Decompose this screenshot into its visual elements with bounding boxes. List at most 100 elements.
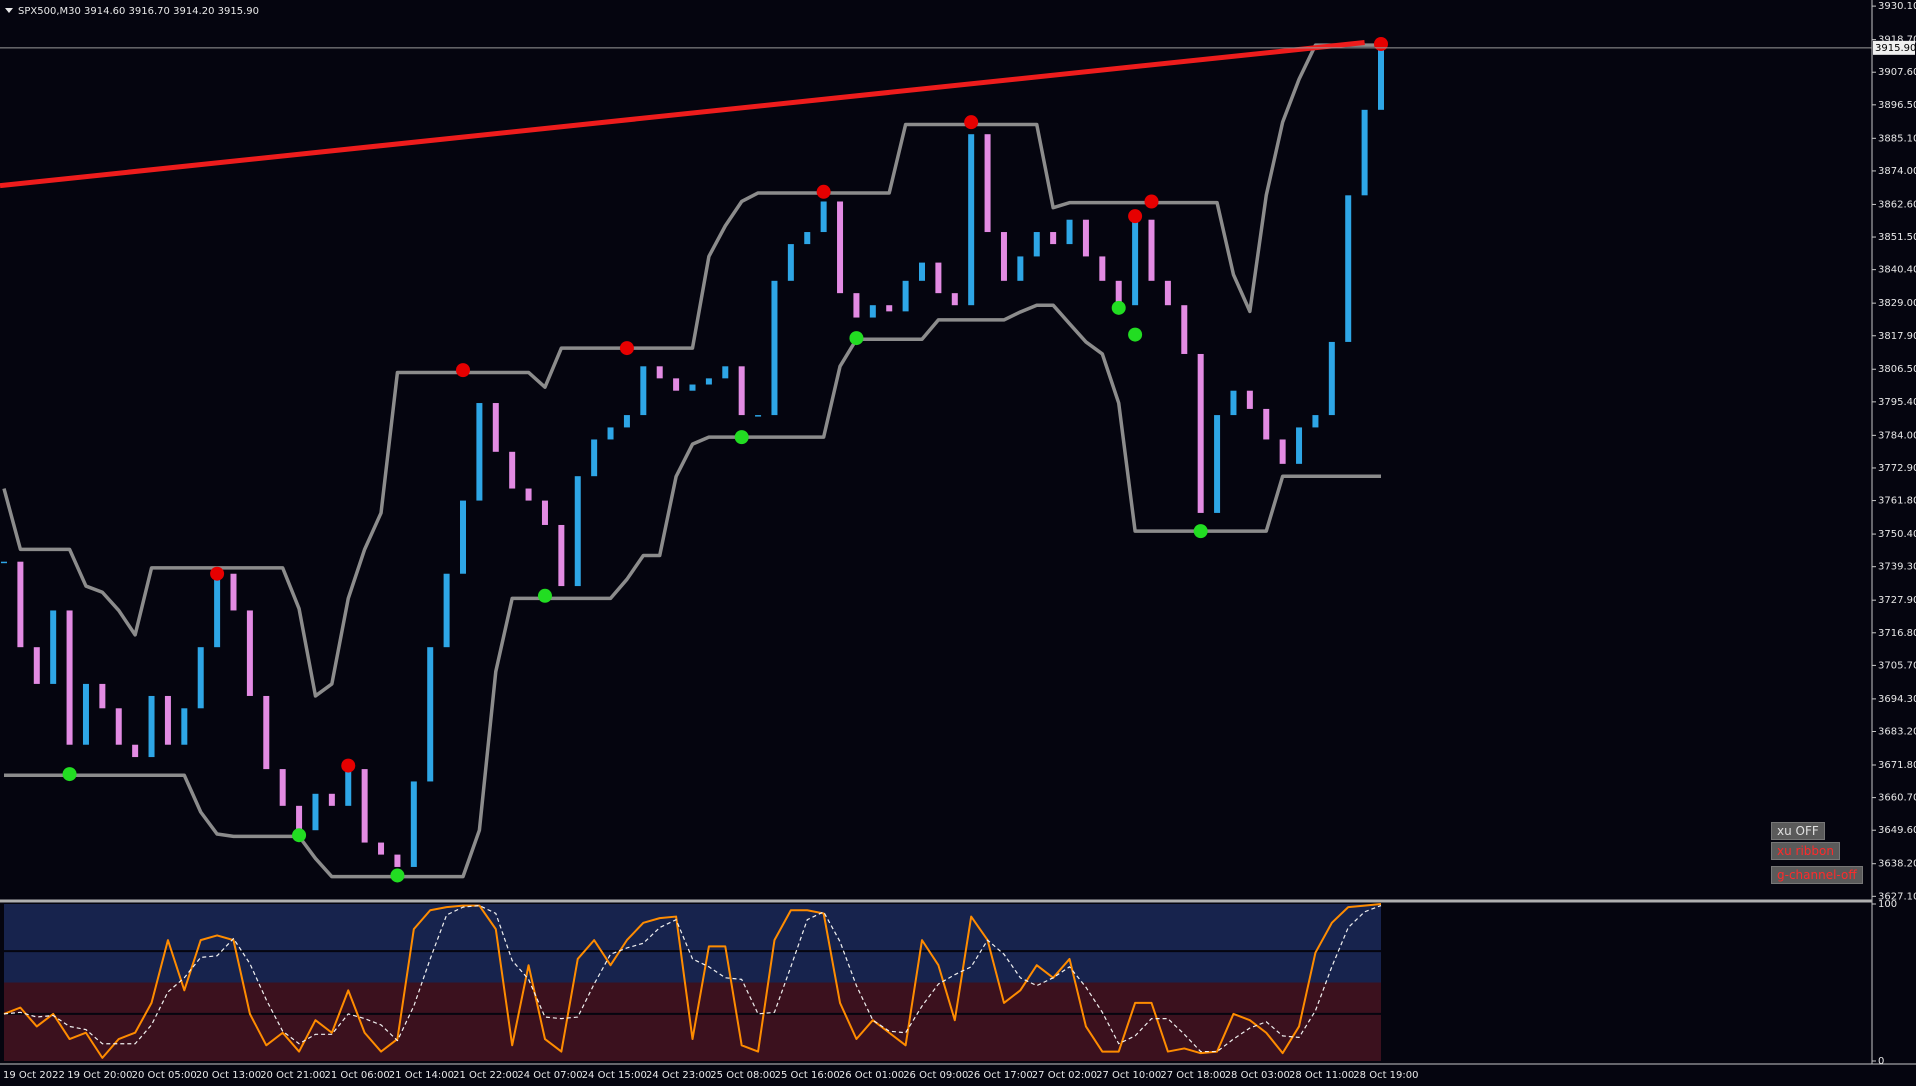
signal-dot [619, 341, 634, 356]
candle [230, 573, 237, 611]
candle [345, 769, 352, 806]
candle [673, 378, 680, 391]
x-tick-label: 21 Oct 14:00 [389, 1070, 454, 1081]
y-tick-label: 3694.30 [1878, 694, 1916, 705]
x-tick-label: 20 Oct 13:00 [196, 1070, 261, 1081]
candle [623, 415, 630, 428]
y-tick-label: 3874.00 [1878, 166, 1916, 177]
indicator-line [3, 903, 1382, 1059]
y-tick-label: 3862.60 [1878, 199, 1916, 210]
signal-dot [734, 430, 749, 445]
candle [99, 683, 106, 709]
candle [1279, 439, 1286, 464]
candle [427, 647, 434, 782]
signal-dot [390, 868, 405, 883]
oscillator-band [4, 982, 1381, 1061]
candle [476, 403, 483, 501]
y-tick-label: 0 [1878, 1056, 1884, 1067]
candle [181, 708, 188, 745]
candle [50, 610, 57, 684]
candle [443, 573, 450, 648]
y-tick-label: 3727.90 [1878, 595, 1916, 606]
candle [1246, 390, 1253, 409]
candle [525, 488, 532, 501]
signal-dot [1128, 327, 1143, 342]
candle [132, 744, 139, 758]
candle [410, 781, 417, 867]
candle [787, 244, 794, 281]
candle [263, 695, 270, 770]
signal-line [3, 904, 1382, 1053]
x-tick-label: 28 Oct 19:00 [1353, 1070, 1418, 1081]
candle [591, 439, 598, 477]
x-tick-label: 19 Oct 2022 [3, 1070, 65, 1081]
y-tick-label: 3851.50 [1878, 232, 1916, 243]
candle [1050, 232, 1057, 245]
candle [574, 476, 581, 587]
candle [1000, 232, 1007, 281]
candle [1164, 280, 1171, 306]
candle [279, 769, 286, 806]
signal-dot [292, 828, 307, 843]
candle [1115, 280, 1122, 306]
toggle-button[interactable]: xu ribbon [1771, 842, 1840, 860]
candle [328, 793, 335, 806]
candle [33, 647, 40, 684]
y-tick-label: 3772.90 [1878, 463, 1916, 474]
y-tick-label: 3705.70 [1878, 660, 1916, 671]
candle [541, 500, 548, 525]
toggle-button[interactable]: g-channel-off [1771, 866, 1863, 884]
candle [1214, 415, 1221, 513]
y-tick-label: 3896.50 [1878, 100, 1916, 111]
signal-dot [537, 588, 552, 603]
x-tick-label: 24 Oct 23:00 [646, 1070, 711, 1081]
signal-dot [1374, 37, 1388, 52]
signal-dot [964, 115, 979, 130]
y-tick-label: 3739.30 [1878, 562, 1916, 573]
x-tick-label: 21 Oct 06:00 [325, 1070, 390, 1081]
candle [17, 561, 24, 648]
candle [1033, 232, 1040, 257]
y-tick-label: 3829.00 [1878, 298, 1916, 309]
x-tick-label: 24 Oct 07:00 [517, 1070, 582, 1081]
candle [115, 708, 122, 745]
candle [1361, 109, 1368, 196]
candle [148, 695, 155, 758]
candle [246, 610, 253, 696]
toggle-button[interactable]: xu OFF [1771, 822, 1825, 840]
collapse-icon [5, 8, 13, 13]
candle [1148, 219, 1155, 281]
candle [82, 683, 89, 745]
candle [755, 415, 762, 417]
x-tick-label: 27 Oct 18:00 [1160, 1070, 1225, 1081]
candle [837, 201, 844, 294]
candle [804, 232, 811, 245]
x-tick-label: 27 Oct 10:00 [1096, 1070, 1161, 1081]
signal-dot [341, 758, 356, 773]
y-tick-label: 3649.60 [1878, 825, 1916, 836]
candle [1, 561, 7, 564]
y-tick-label: 3660.70 [1878, 793, 1916, 804]
x-tick-label: 19 Oct 20:00 [67, 1070, 132, 1081]
candle [640, 366, 647, 416]
candle [214, 573, 221, 648]
signal-dot [1193, 524, 1208, 539]
candle [607, 427, 614, 440]
candle [738, 366, 745, 416]
signal-dot [456, 363, 470, 378]
candle [820, 201, 827, 233]
y-tick-label: 3806.50 [1878, 364, 1916, 375]
candle [1296, 427, 1303, 464]
oscillator-band [4, 904, 1381, 983]
candle [902, 280, 909, 312]
candle [869, 305, 876, 318]
candle [984, 134, 991, 233]
signal-dot [1144, 194, 1159, 209]
signal-dot [210, 566, 225, 581]
candle [378, 842, 385, 855]
symbol-header: SPX500,M30 3914.60 3916.70 3914.20 3915.… [18, 6, 259, 17]
candle [1328, 341, 1335, 416]
candle [1099, 256, 1106, 281]
